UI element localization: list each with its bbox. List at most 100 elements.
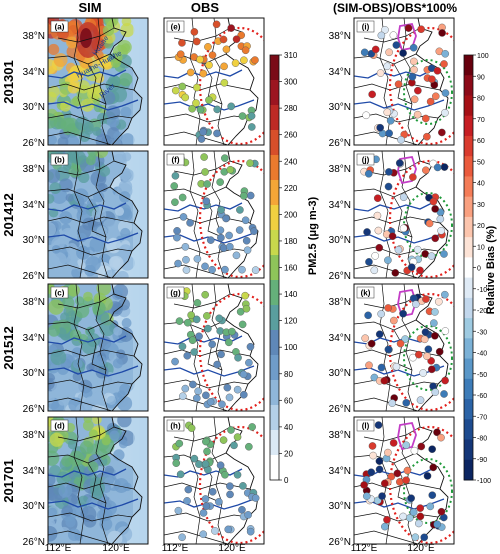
station-marker [196, 105, 205, 114]
pm25-field-cell [68, 528, 81, 541]
colorbar-segment [270, 380, 279, 406]
station-marker [216, 226, 225, 235]
pm25-field-cell [85, 326, 95, 336]
colorbar-tick-label: 280 [284, 104, 298, 113]
province-border [354, 264, 419, 278]
pm25-field-cell [92, 126, 102, 136]
map-panel: (a) [47, 17, 149, 146]
station-marker [238, 112, 247, 120]
station-marker [231, 59, 240, 67]
station-marker [196, 55, 204, 64]
station-marker [183, 497, 191, 505]
station-marker [217, 350, 225, 359]
station-marker [410, 65, 418, 74]
province-border [393, 63, 413, 105]
panel-letter: (c) [55, 289, 65, 298]
colorbar-tick-label: 220 [284, 184, 298, 193]
panel-letter: (g) [170, 289, 181, 298]
station-marker [190, 28, 199, 36]
pm25-field-cell [58, 178, 73, 193]
panel-letter: (h) [170, 422, 181, 431]
lat-tick: 34°N [23, 333, 45, 344]
colorbar-segment [464, 196, 473, 218]
river-line [164, 99, 255, 111]
station-marker [388, 399, 397, 407]
station-marker [426, 502, 435, 511]
station-marker [441, 89, 450, 97]
map-panel: (e) [163, 17, 265, 146]
pm25-field-cell [53, 53, 68, 67]
station-marker [384, 304, 392, 312]
station-marker [202, 437, 210, 446]
station-marker [375, 243, 384, 252]
station-marker [244, 511, 252, 519]
river-line [164, 202, 243, 212]
ocean-shade [133, 18, 148, 145]
station-marker [251, 494, 260, 502]
station-marker [422, 295, 430, 303]
station-marker [387, 472, 396, 481]
region-outline-magenta [397, 421, 417, 451]
pm25-field-cell [48, 169, 61, 184]
pm25-field-cell [91, 404, 104, 411]
pm25-field-cell [76, 245, 91, 260]
map-panel: (j) [353, 150, 455, 279]
pm25-field-cell [98, 183, 108, 193]
pm25-field-cell [120, 133, 135, 145]
station-marker [367, 468, 376, 477]
station-marker [246, 527, 255, 536]
colorbar-tick-label: 20 [284, 449, 293, 458]
station-marker [228, 327, 236, 336]
pm25-field-cell [65, 193, 74, 202]
station-marker [438, 128, 446, 137]
lat-tick: 34°N [23, 67, 45, 78]
station-marker [190, 454, 199, 463]
lat-tick: 34°N [329, 333, 351, 344]
station-marker [390, 316, 398, 325]
station-marker [367, 339, 376, 348]
pm25-field-cell [70, 97, 81, 108]
station-marker [426, 97, 435, 106]
province-border [189, 417, 201, 544]
panel-frame [353, 416, 455, 545]
station-marker [170, 182, 179, 190]
pm25-field-cell [48, 507, 58, 518]
station-marker [412, 300, 420, 309]
station-marker [208, 51, 217, 59]
colorbar-segment [270, 230, 279, 256]
station-marker [389, 31, 398, 40]
river-line [48, 232, 139, 244]
station-marker [441, 290, 449, 299]
province-border [48, 379, 133, 389]
station-marker [174, 259, 182, 268]
station-marker [241, 46, 250, 55]
river-line [354, 202, 433, 212]
pm25-field-cell [48, 194, 55, 204]
station-marker [218, 400, 226, 409]
province-border [73, 284, 85, 411]
province-border [203, 63, 223, 105]
colorbar-tick-label: 180 [284, 237, 298, 246]
pm25-field-cell [87, 461, 99, 473]
station-marker [431, 308, 439, 316]
station-marker [184, 485, 193, 494]
pm25-field-cell [58, 483, 73, 498]
pm25-field-cell [51, 252, 67, 267]
province-border [95, 284, 109, 411]
region-circle-green [403, 59, 453, 125]
station-marker [193, 83, 201, 92]
pm25-field-cell [65, 135, 80, 145]
panel-letter-box [166, 20, 185, 33]
station-marker [245, 358, 253, 367]
colorbar-tick-label: 50 [477, 159, 485, 166]
station-marker [393, 469, 402, 478]
river-line [164, 232, 255, 244]
panel-frame [353, 283, 455, 412]
colorbar-tick-label: 60 [284, 396, 293, 405]
colorbar-tick-label: -60 [477, 393, 487, 400]
colorbar-tick-label: 100 [284, 343, 298, 352]
province-border [95, 151, 109, 278]
pm25-field-cell [49, 432, 64, 447]
station-marker [377, 31, 386, 40]
station-marker [431, 332, 439, 340]
